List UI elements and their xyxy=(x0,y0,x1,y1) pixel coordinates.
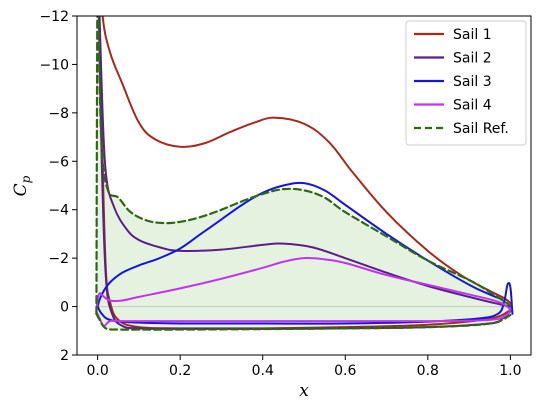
y-axis-label: C xyxy=(11,183,31,196)
x-tick-label: 0.6 xyxy=(334,363,356,379)
series-sail-ref-lower xyxy=(95,312,512,331)
y-tick-label: −2 xyxy=(48,251,69,267)
x-tick-label: 1.0 xyxy=(499,363,521,379)
y-tick-label: −8 xyxy=(48,106,69,122)
y-tick-label: −10 xyxy=(39,57,69,73)
x-tick-label: 0.8 xyxy=(417,363,439,379)
y-tick-label: −4 xyxy=(48,203,69,219)
y-tick-label: −12 xyxy=(39,9,69,25)
series-sail-2-upper xyxy=(98,16,512,308)
series-sail-ref-upper xyxy=(95,16,512,315)
y-axis-label-group: Cp xyxy=(11,175,33,196)
y-axis-label-subscript: p xyxy=(19,175,33,183)
axis-ticks: 0.0 0.2 0.4 0.6 0.8 1.0 −12 −10 −8 −6 −4 −2 0 2 xyxy=(39,9,521,379)
y-tick-label: 2 xyxy=(60,348,69,364)
x-tick-label: 0.4 xyxy=(252,363,274,379)
legend-label-sail-4: Sail 4 xyxy=(453,98,492,114)
legend: Sail 1 Sail 2 Sail 3 Sail 4 Sail Ref. xyxy=(405,20,527,146)
plot-frame xyxy=(76,15,532,356)
x-tick-label: 0.0 xyxy=(87,363,109,379)
y-tick-label: 0 xyxy=(60,300,69,316)
legend-frame xyxy=(405,20,527,146)
x-tick-label: 0.2 xyxy=(169,363,191,379)
series-layer xyxy=(95,16,514,331)
legend-label-sail-2: Sail 2 xyxy=(453,51,492,67)
legend-label-sail-3: Sail 3 xyxy=(453,74,492,90)
series-sail-4-upper xyxy=(95,257,512,313)
legend-label-sail-ref: Sail Ref. xyxy=(453,121,509,137)
series-sail-1-upper xyxy=(101,16,512,304)
svg-text:Cp: Cp xyxy=(11,175,33,196)
legend-label-sail-1: Sail 1 xyxy=(453,27,492,43)
x-axis-label: x xyxy=(299,381,309,401)
y-tick-label: −6 xyxy=(48,154,69,170)
